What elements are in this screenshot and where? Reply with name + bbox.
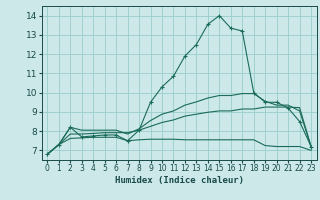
X-axis label: Humidex (Indice chaleur): Humidex (Indice chaleur) [115, 176, 244, 185]
